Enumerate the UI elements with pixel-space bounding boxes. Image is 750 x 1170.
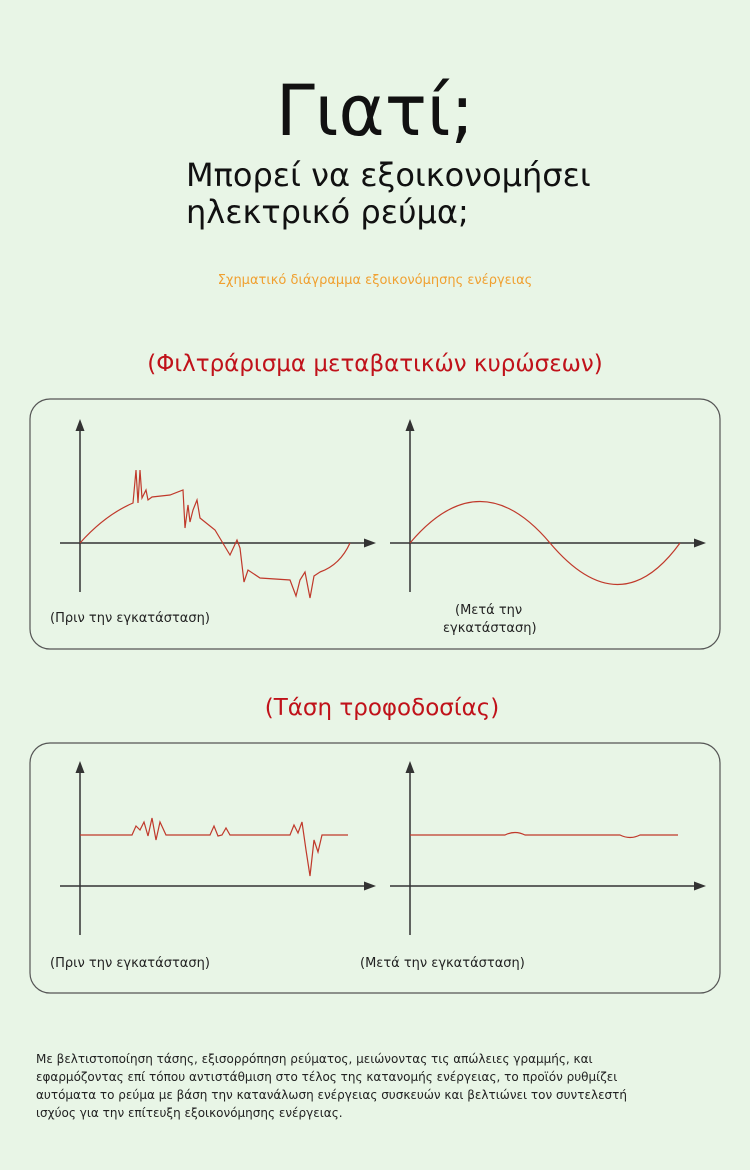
footer-line: εφαρμόζοντας επί τόπου αντιστάθμιση στο … [36,1070,617,1084]
before-label: (Πριν την εγκατάσταση) [50,956,210,971]
footer: Με βελτιστοποίηση τάσης, εξισορρόπηση ρε… [36,1052,627,1120]
footer-line: Με βελτιστοποίηση τάσης, εξισορρόπηση ρε… [36,1052,593,1066]
wave-after [409,500,681,586]
before-label: (Πριν την εγκατάσταση) [50,611,210,626]
section-heading: (Τάση τροφοδοσίας) [265,695,500,721]
footer-line: ισχύος για την επίτευξη εξοικονόμησης εν… [36,1106,343,1120]
after-label: εγκατάσταση) [443,621,537,636]
voltage-before [80,817,348,877]
wave-before [79,469,351,599]
title: Γιατί; [276,70,474,152]
caption: Σχηματικό διάγραμμα εξοικονόμησης ενέργε… [218,273,533,288]
after-label: (Μετά την εγκατάσταση) [360,956,525,971]
footer-line: αυτόματα το ρεύμα με βάση την κατανάλωση… [36,1088,627,1102]
subtitle: Μπορεί να εξοικονομήσει [186,156,591,194]
panel [29,742,721,994]
subtitle: ηλεκτρικό ρεύμα; [186,193,469,231]
after-label: (Μετά την [455,603,522,618]
section-heading: (Φιλτράρισμα μεταβατικών κυρώσεων) [147,351,602,377]
panel [29,398,721,650]
voltage-after [410,831,678,839]
